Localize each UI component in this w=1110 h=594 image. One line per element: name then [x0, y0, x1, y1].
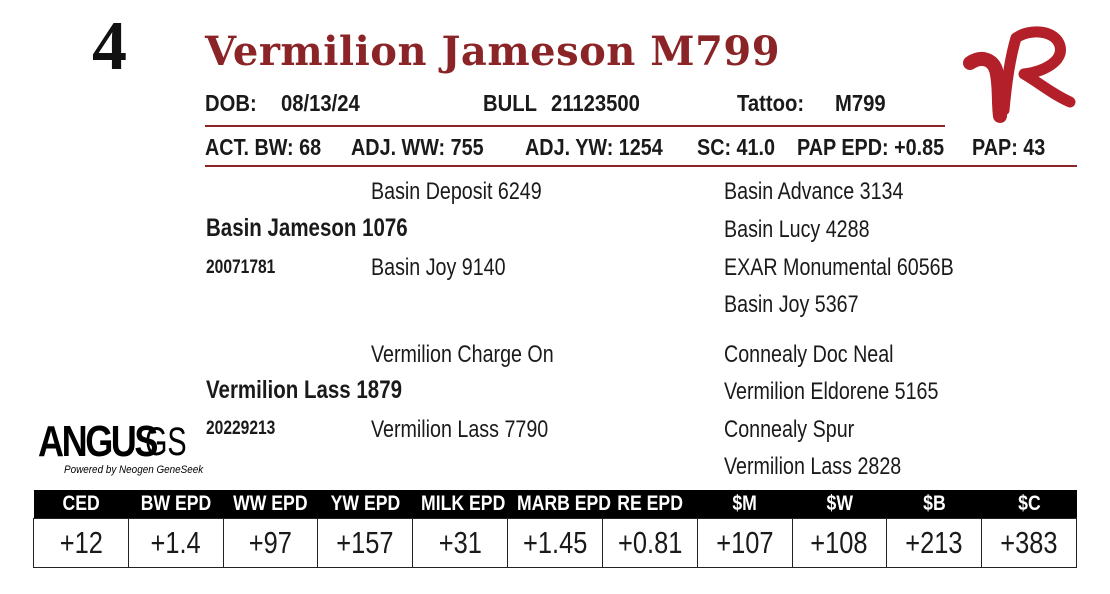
epd-table: CED BW EPD WW EPD YW EPD MILK EPD MARB E…: [33, 490, 1077, 568]
scrotal-circumference: SC: 41.0: [697, 134, 776, 160]
dam-dam-dam: Vermilion Lass 2828: [724, 453, 902, 480]
angus-logo-text: ANGUS: [38, 417, 158, 466]
angus-gs-logo: ANGUS GS Powered by Neogen GeneSeek: [38, 417, 203, 480]
sex-value: BULL: [483, 90, 537, 116]
logo-tagline: Powered by Neogen GeneSeek: [64, 464, 204, 476]
pap-epd: PAP EPD: +0.85: [797, 134, 945, 160]
epd-value: +157: [317, 518, 414, 568]
lot-number: 4: [92, 8, 127, 85]
sire-sire-sire: Basin Advance 3134: [724, 178, 904, 205]
dam-name: Vermilion Lass 1879: [206, 376, 403, 404]
pap: PAP: 43: [972, 134, 1046, 160]
gs-logo-text: GS: [145, 420, 187, 464]
sire-registration: 20071781: [206, 257, 276, 278]
epd-value: +97: [222, 518, 319, 568]
epd-header: WW EPD: [223, 490, 318, 519]
dam-sire: Vermilion Charge On: [371, 341, 554, 368]
info-row: DOB: 08/13/24 BULL 21123500 Tattoo: M799: [205, 90, 945, 120]
dam-sire-sire: Connealy Doc Neal: [724, 341, 894, 368]
sire-dam-dam: Basin Joy 5367: [724, 291, 859, 318]
animal-name: Vermilion Jameson M799: [205, 28, 781, 75]
epd-header: RE EPD: [602, 490, 698, 519]
sire-dam-sire: EXAR Monumental 6056B: [724, 254, 954, 281]
tattoo-label: Tattoo:: [737, 90, 805, 116]
epd-value: +213: [886, 518, 983, 568]
epd-header: MARB EPD: [507, 490, 611, 519]
epd-header: $W: [792, 490, 887, 519]
act-bw: ACT. BW: 68: [205, 134, 322, 160]
dob-value: 08/13/24: [281, 90, 360, 116]
sire-sire: Basin Deposit 6249: [371, 178, 542, 205]
dam-sire-dam: Vermilion Eldorene 5165: [724, 378, 939, 405]
epd-value-row: +12 +1.4 +97 +157 +31 +1.45 +0.81 +107 +…: [33, 518, 1077, 568]
divider-line: [205, 125, 945, 127]
epd-value: +12: [33, 518, 129, 568]
dam-dam-sire: Connealy Spur: [724, 416, 855, 443]
dob-label: DOB:: [205, 90, 257, 116]
epd-value: +1.4: [127, 518, 224, 568]
epd-header: $M: [697, 490, 792, 519]
tattoo-value: M799: [835, 90, 886, 116]
adj-yw: ADJ. YW: 1254: [525, 134, 663, 160]
dam-registration: 20229213: [206, 418, 276, 439]
divider-line: [205, 165, 1077, 167]
registration-number: 21123500: [551, 90, 640, 116]
epd-header: $C: [981, 490, 1077, 519]
epd-value: +107: [696, 518, 793, 568]
sire-name: Basin Jameson 1076: [206, 214, 408, 242]
epd-value: +108: [791, 518, 888, 568]
sire-sire-dam: Basin Lucy 4288: [724, 216, 870, 243]
epd-header: MILK EPD: [412, 490, 508, 519]
epd-value: +0.81: [601, 518, 698, 568]
epd-header: YW EPD: [317, 490, 413, 519]
sire-dam: Basin Joy 9140: [371, 254, 506, 281]
epd-value: +1.45: [507, 518, 603, 568]
epd-header: CED: [33, 490, 129, 519]
epd-value: +31: [412, 518, 509, 568]
epd-header-row: CED BW EPD WW EPD YW EPD MILK EPD MARB E…: [33, 490, 1077, 519]
vr-brand-logo: [963, 26, 1076, 123]
adj-ww: ADJ. WW: 755: [351, 134, 484, 160]
epd-header: BW EPD: [128, 490, 224, 519]
epd-header: $B: [886, 490, 982, 519]
dam-dam: Vermilion Lass 7790: [371, 416, 549, 443]
epd-value: +383: [981, 518, 1077, 568]
performance-row: ACT. BW: 68 ADJ. WW: 755 ADJ. YW: 1254 S…: [205, 134, 1075, 164]
